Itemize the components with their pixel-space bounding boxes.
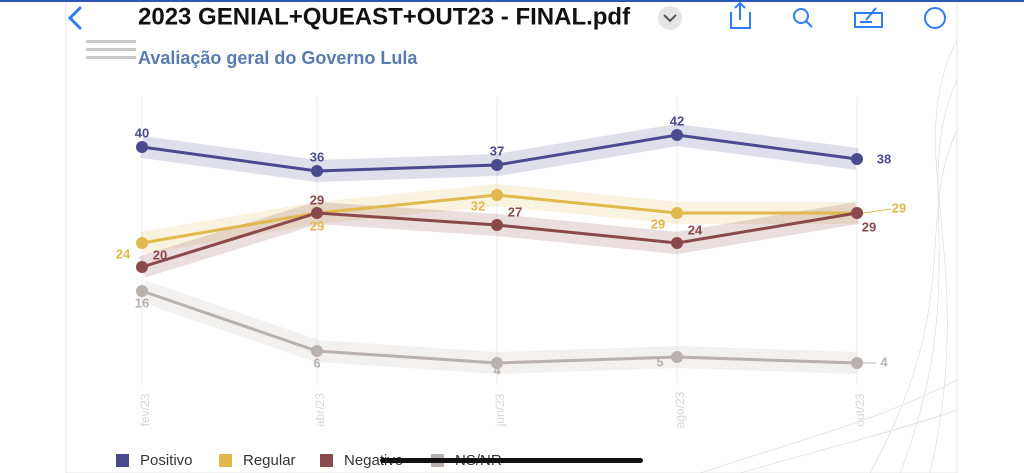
data-label: 4	[493, 362, 501, 377]
x-tick-label: abr/23	[313, 393, 327, 427]
x-tick-label: jun/23	[493, 393, 507, 427]
annotate-button[interactable]	[924, 7, 946, 29]
data-label: 42	[670, 113, 684, 128]
chart-title: Avaliação geral do Governo Lula	[138, 48, 418, 68]
data-label: 29	[862, 219, 876, 234]
point	[491, 159, 503, 171]
data-label: 27	[508, 204, 522, 219]
point	[851, 153, 863, 165]
data-label: 36	[310, 149, 324, 164]
point	[136, 285, 148, 297]
data-label: 20	[153, 247, 167, 262]
point	[491, 219, 503, 231]
logo	[86, 40, 136, 59]
point	[491, 357, 503, 369]
data-label: 29	[310, 192, 324, 207]
data-label: 29	[892, 200, 906, 215]
chevron	[663, 14, 677, 23]
point	[311, 345, 323, 357]
leader-line	[862, 208, 892, 214]
x-tick-label: fev/23	[138, 393, 152, 426]
search-button[interactable]	[793, 8, 809, 24]
point	[311, 165, 323, 177]
point	[136, 261, 148, 273]
title-menu-button[interactable]	[658, 6, 682, 30]
data-label: 29	[651, 216, 665, 231]
legend-swatch	[219, 454, 232, 467]
data-label: 5	[656, 354, 663, 369]
legend-label: Regular	[243, 452, 296, 469]
home-indicator	[380, 458, 643, 463]
legend-label: Positivo	[140, 452, 193, 469]
data-label: 16	[135, 295, 149, 310]
data-label: 38	[877, 151, 891, 166]
data-label: 24	[116, 246, 131, 261]
x-tick-label: ago/23	[673, 391, 687, 428]
point	[671, 129, 683, 141]
data-label: 24	[688, 222, 703, 237]
pdf-page	[65, 0, 958, 473]
point	[671, 351, 683, 363]
point	[311, 207, 323, 219]
toolbar-icons	[730, 1, 946, 29]
point	[851, 207, 863, 219]
markup-button[interactable]	[854, 7, 883, 28]
share-button[interactable]	[730, 1, 751, 29]
legend-swatch	[116, 454, 129, 467]
data-label: 32	[471, 198, 485, 213]
top-border	[0, 0, 1024, 2]
point	[851, 357, 863, 369]
data-label: 29	[310, 218, 324, 233]
data-label: 4	[880, 354, 888, 369]
page-decoration	[699, 39, 958, 473]
point	[491, 189, 503, 201]
legend-swatch	[320, 454, 333, 467]
data-label: 37	[490, 143, 504, 158]
point	[671, 237, 683, 249]
data-label: 40	[135, 125, 149, 140]
back-button[interactable]	[67, 6, 82, 30]
document-title: 2023 GENIAL+QUEAST+OUT23 - FINAL.pdf	[138, 3, 631, 30]
x-tick-label: out/23	[853, 393, 867, 427]
point	[136, 141, 148, 153]
data-label: 6	[313, 355, 320, 370]
point	[136, 237, 148, 249]
legend-label: Negativo	[344, 452, 403, 469]
point	[671, 207, 683, 219]
